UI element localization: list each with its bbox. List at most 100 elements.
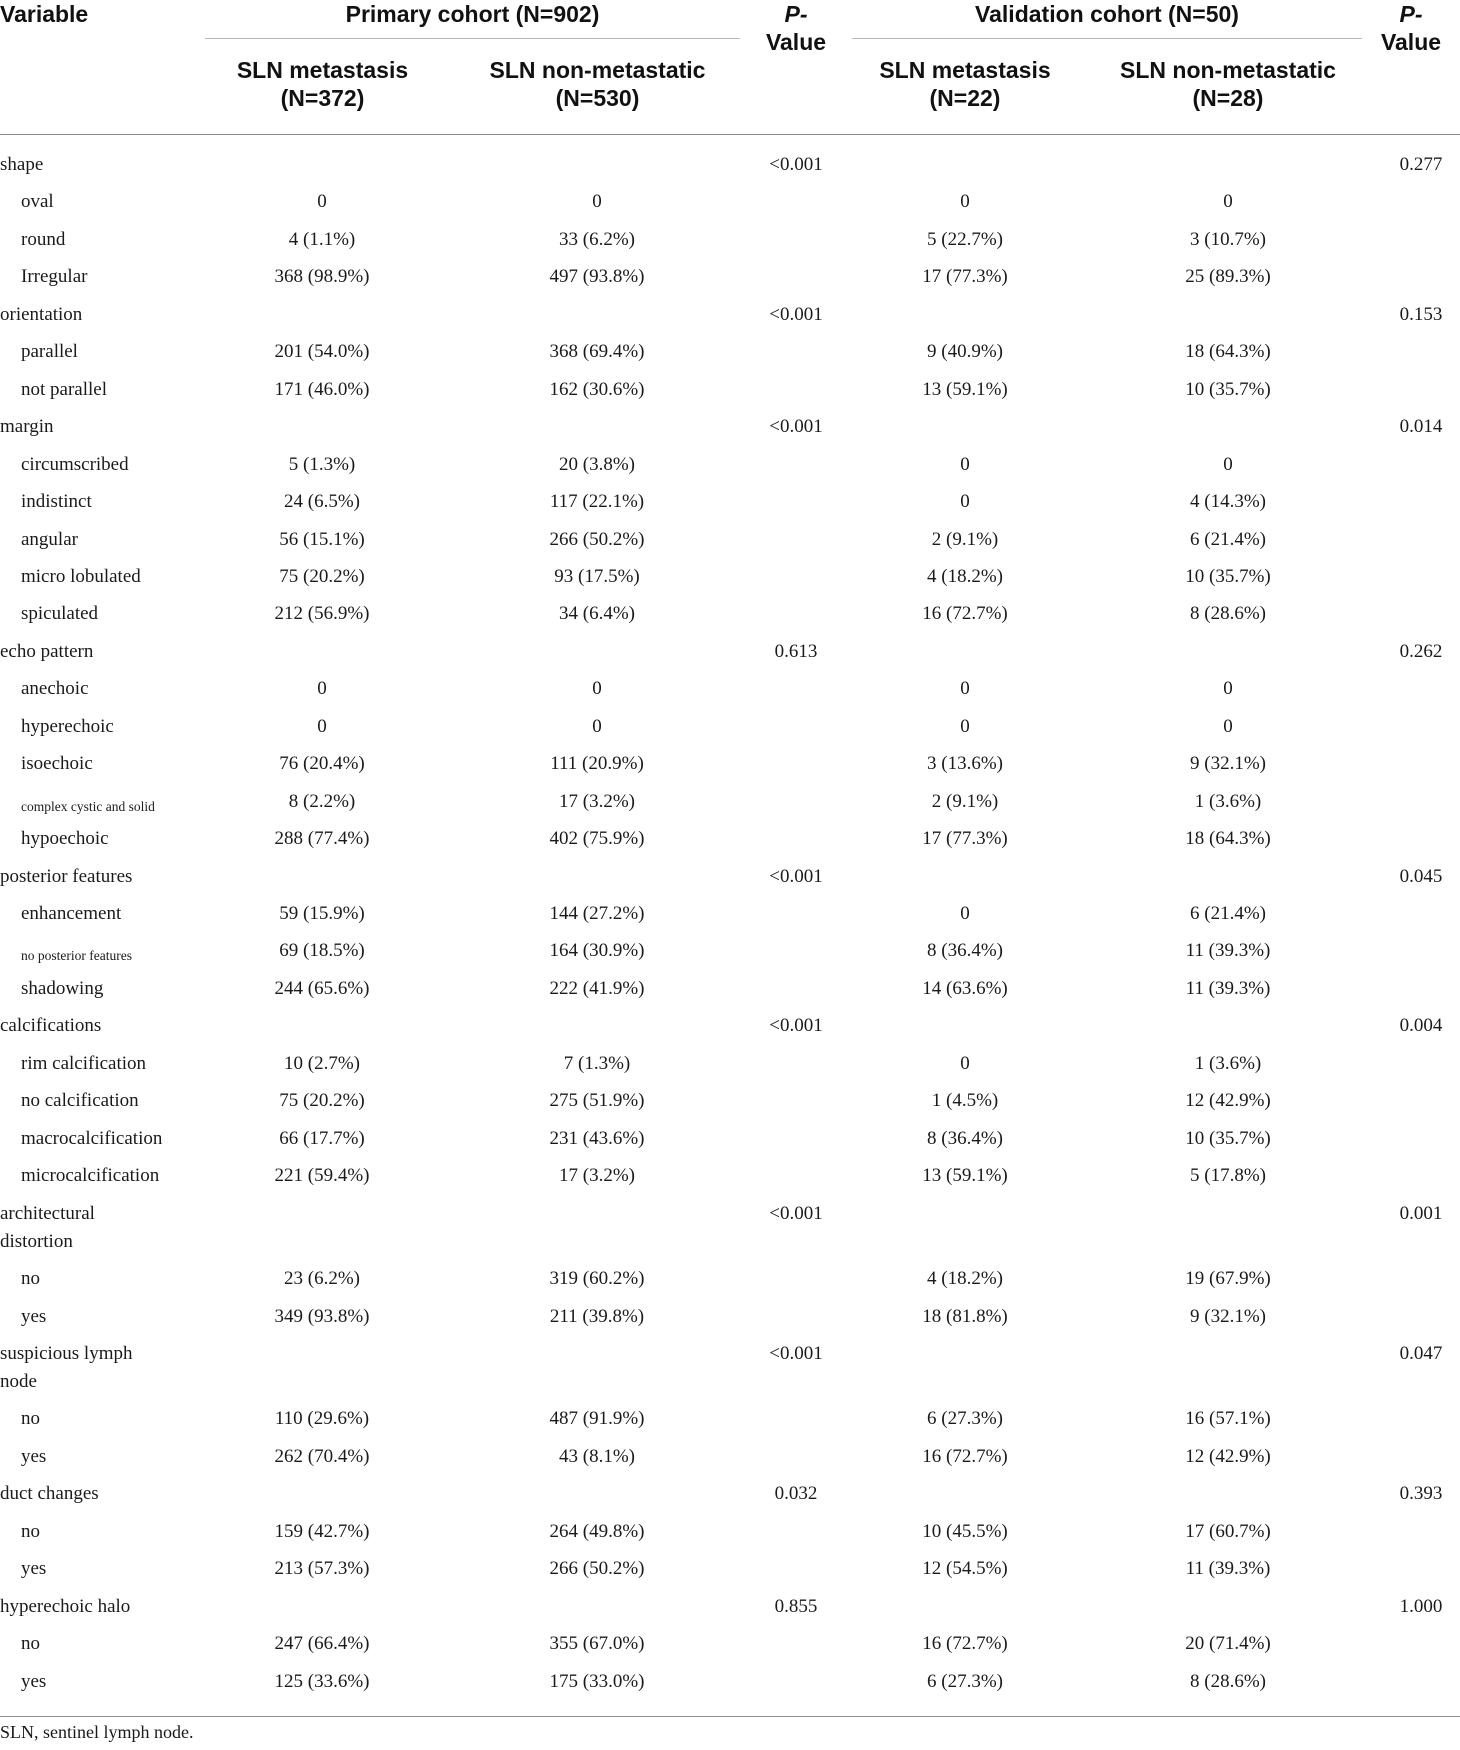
cell-vm: 12 (54.5%): [922, 1558, 1008, 1580]
row-sublabel: no: [21, 1268, 40, 1290]
cell-vm: 18 (81.8%): [922, 1305, 1008, 1327]
cell-pn: 34 (6.4%): [559, 603, 635, 625]
cell-vn: 0: [1223, 715, 1233, 737]
cell-pn: 20 (3.8%): [559, 453, 635, 475]
header-primary-non-metastatic: SLN non-metastatic (N=530): [460, 56, 735, 112]
cell-pn: 17 (3.2%): [559, 790, 635, 812]
cell-pn: 402 (75.9%): [549, 828, 645, 850]
cell-vm: 3 (13.6%): [927, 753, 1003, 775]
row-sublabel: shadowing: [21, 977, 104, 999]
cell-pn: 497 (93.8%): [549, 266, 645, 288]
cell-pn: 0: [592, 678, 602, 700]
cell-vm: 17 (77.3%): [922, 828, 1008, 850]
row-variable: suspicious lymph node: [0, 1342, 133, 1392]
cell-pm: 56 (15.1%): [279, 528, 365, 550]
cell-vn: 9 (32.1%): [1190, 1305, 1266, 1327]
cell-pm: 0: [317, 678, 327, 700]
row-variable: calcifications: [0, 1015, 102, 1037]
cell-pm: 349 (93.8%): [274, 1305, 370, 1327]
row-sublabel: yes: [21, 1445, 47, 1467]
cell-pn: 117 (22.1%): [549, 491, 645, 513]
row-variable: posterior features: [0, 865, 133, 887]
cell-vm: 10 (45.5%): [922, 1520, 1008, 1542]
header-primary-cohort: Primary cohort (N=902): [345, 1, 600, 27]
cell-pm: 66 (17.7%): [279, 1127, 365, 1149]
header-validation-metastasis-line1: SLN metastasis: [879, 57, 1051, 83]
cell-vm: 0: [960, 715, 970, 737]
cell-vn: 8 (28.6%): [1190, 603, 1266, 625]
cell-pm: 171 (46.0%): [274, 378, 370, 400]
cell-pn: 368 (69.4%): [549, 341, 645, 363]
row-sublabel: hypoechoic: [21, 828, 109, 850]
header-pvalue-2-value: Value: [1380, 29, 1442, 55]
cell-vn: 8 (28.6%): [1190, 1670, 1266, 1692]
cell-vm: 2 (9.1%): [931, 790, 999, 812]
header-variable: Variable: [0, 1, 89, 27]
cell-vm: 0: [960, 1052, 970, 1074]
cell-vm: 5 (22.7%): [927, 228, 1003, 250]
row-sublabel: yes: [21, 1670, 47, 1692]
header-primary-metastasis-line2: (N=372): [280, 85, 365, 111]
row-variable: shape: [0, 154, 44, 175]
row-variable: echo pattern: [0, 640, 94, 662]
cell-p2: 0.045: [1399, 865, 1443, 887]
cell-vm: 6 (27.3%): [927, 1670, 1003, 1692]
cell-pm: 75 (20.2%): [279, 1090, 365, 1112]
row-sublabel: parallel: [21, 341, 78, 363]
row-sublabel: anechoic: [21, 678, 89, 700]
cell-pn: 266 (50.2%): [549, 1558, 645, 1580]
cell-vn: 10 (35.7%): [1185, 1127, 1271, 1149]
header-pvalue-1-p: P-: [784, 1, 808, 27]
cell-vn: 11 (39.3%): [1185, 977, 1271, 999]
header-validation-cohort: Validation cohort (N=50): [975, 1, 1239, 27]
cell-p1: 0.855: [774, 1595, 818, 1617]
header-validation-metastasis-line2: (N=22): [929, 85, 1001, 111]
cell-vn: 11 (39.3%): [1185, 1558, 1271, 1580]
cell-vm: 1 (4.5%): [931, 1090, 999, 1112]
cell-pm: 0: [317, 191, 327, 213]
cell-pm: 76 (20.4%): [279, 753, 365, 775]
row-sublabel: no: [21, 1520, 40, 1542]
cell-vm: 16 (72.7%): [922, 1633, 1008, 1655]
header-validation-non-metastatic: SLN non-metastatic (N=28): [1090, 56, 1366, 112]
cell-p2: 0.004: [1399, 1015, 1443, 1037]
cell-pm: 213 (57.3%): [274, 1558, 370, 1580]
header-primary-metastasis: SLN metastasis (N=372): [200, 56, 445, 112]
header-validation-metastasis: SLN metastasis (N=22): [840, 56, 1090, 112]
cell-p2: 0.153: [1399, 303, 1443, 325]
cell-p2: 1.000: [1399, 1595, 1443, 1617]
cell-pn: 211 (39.8%): [549, 1305, 645, 1327]
cell-vn: 19 (67.9%): [1185, 1268, 1271, 1290]
cell-pm: 110 (29.6%): [274, 1408, 370, 1430]
cell-pm: 59 (15.9%): [279, 903, 365, 924]
row-sublabel: complex cystic and solid: [21, 798, 155, 814]
cell-p1: <0.001: [769, 1015, 823, 1037]
cell-pm: 288 (77.4%): [274, 828, 370, 850]
cell-vm: 0: [960, 903, 970, 924]
cell-pn: 164 (30.9%): [549, 940, 645, 962]
row-sublabel: spiculated: [21, 603, 99, 625]
cell-pm: 24 (6.5%): [284, 491, 360, 513]
cell-p1: 0.032: [774, 1483, 818, 1505]
cell-vn: 10 (35.7%): [1185, 378, 1271, 400]
cell-vm: 0: [960, 191, 970, 213]
header-pvalue-2-p: P-: [1399, 1, 1423, 27]
cell-pn: 33 (6.2%): [559, 228, 635, 250]
cell-pm: 10 (2.7%): [284, 1052, 360, 1074]
cell-vm: 13 (59.1%): [922, 378, 1008, 400]
cell-vn: 25 (89.3%): [1185, 266, 1271, 288]
row-sublabel: enhancement: [21, 903, 122, 924]
row-sublabel: rim calcification: [21, 1052, 147, 1074]
cell-pn: 319 (60.2%): [549, 1268, 645, 1290]
cell-vn: 0: [1223, 191, 1233, 213]
cell-vn: 18 (64.3%): [1185, 341, 1271, 363]
cell-vm: 16 (72.7%): [922, 603, 1008, 625]
cell-vm: 14 (63.6%): [922, 977, 1008, 999]
row-variable: architectural distortion: [0, 1202, 95, 1252]
row-sublabel: oval: [21, 191, 54, 213]
primary-cohort-underline: [205, 38, 740, 39]
cell-vm: 0: [960, 678, 970, 700]
row-sublabel: Irregular: [21, 266, 88, 288]
row-sublabel: isoechoic: [21, 753, 93, 775]
row-sublabel: indistinct: [21, 491, 92, 513]
